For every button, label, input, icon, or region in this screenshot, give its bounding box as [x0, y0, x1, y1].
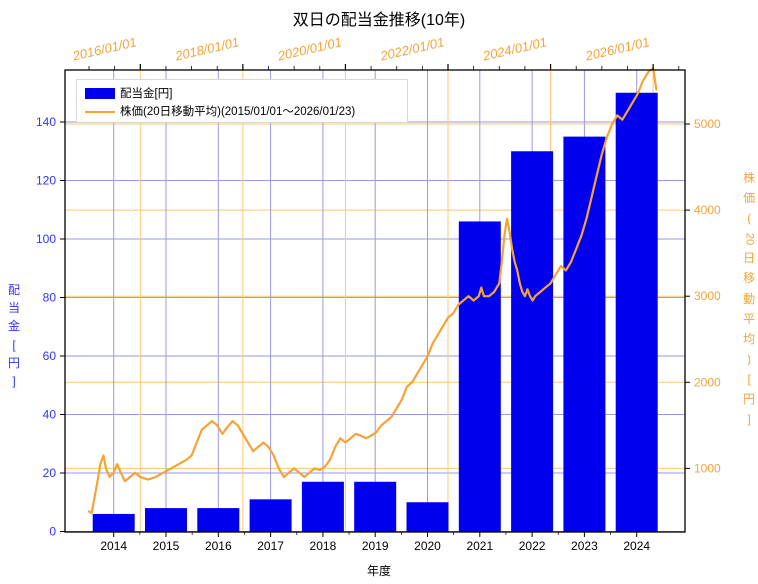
svg-text:2018: 2018 [310, 539, 337, 553]
svg-text:4000: 4000 [694, 203, 721, 217]
svg-text:2021: 2021 [466, 539, 493, 553]
svg-text:2015: 2015 [153, 539, 180, 553]
svg-text:80: 80 [43, 291, 57, 305]
svg-text:2020: 2020 [414, 539, 441, 553]
svg-text:2019: 2019 [362, 539, 389, 553]
svg-text:2024/01/01: 2024/01/01 [480, 34, 548, 63]
svg-text:2018/01/01: 2018/01/01 [173, 34, 241, 63]
svg-text:1000: 1000 [694, 461, 721, 475]
svg-text:2000: 2000 [694, 375, 721, 389]
svg-text:140: 140 [36, 115, 56, 129]
svg-text:2024: 2024 [623, 539, 650, 553]
svg-text:20: 20 [43, 466, 57, 480]
svg-text:5000: 5000 [694, 117, 721, 131]
svg-text:2020/01/01: 2020/01/01 [275, 34, 343, 63]
svg-text:60: 60 [43, 349, 57, 363]
svg-text:2014: 2014 [100, 539, 127, 553]
svg-text:120: 120 [36, 174, 56, 188]
svg-text:2016/01/01: 2016/01/01 [70, 34, 138, 63]
svg-text:2023: 2023 [571, 539, 598, 553]
svg-text:100: 100 [36, 232, 56, 246]
svg-text:40: 40 [43, 408, 57, 422]
svg-text:2017: 2017 [257, 539, 284, 553]
svg-text:2022: 2022 [519, 539, 546, 553]
svg-text:3000: 3000 [694, 289, 721, 303]
svg-text:0: 0 [49, 525, 56, 539]
svg-text:2022/01/01: 2022/01/01 [378, 34, 446, 63]
svg-text:2026/01/01: 2026/01/01 [583, 34, 651, 63]
svg-text:2016: 2016 [205, 539, 232, 553]
